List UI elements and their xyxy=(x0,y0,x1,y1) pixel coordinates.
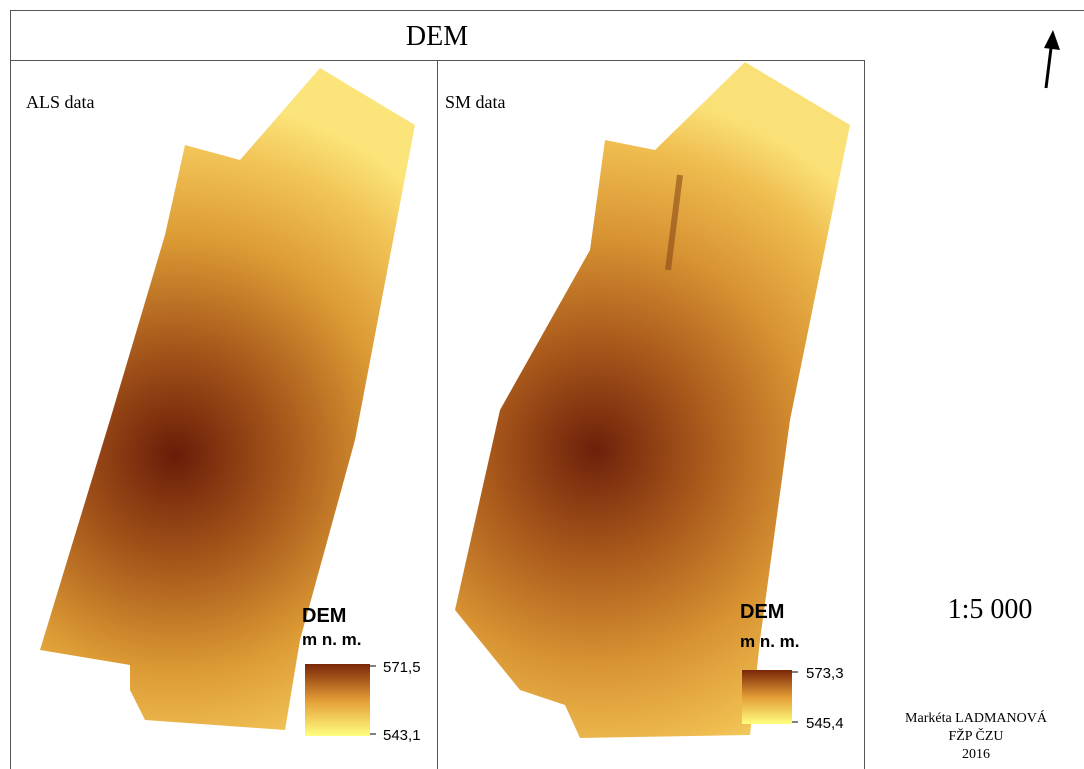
author: Markéta LADMANOVÁ xyxy=(905,709,1048,726)
map-layout: DEM ALS data SM data DEM m n. m. 571,5 5… xyxy=(0,0,1084,769)
legend-unit: m n. m. xyxy=(740,632,800,651)
page: DEM ALS data SM data DEM m n. m. 571,5 5… xyxy=(0,0,1084,769)
legend-max: 573,3 xyxy=(806,665,844,682)
legend-ramp xyxy=(305,664,370,736)
legend: DEM m n. m. 571,5 543,1 xyxy=(302,605,421,744)
legend-ramp xyxy=(742,670,792,724)
author: FŽP ČZU xyxy=(948,727,1003,744)
legend-max: 571,5 xyxy=(383,659,421,676)
title: DEM xyxy=(406,21,468,52)
legend-min: 545,4 xyxy=(806,715,844,732)
panel-label: ALS data xyxy=(26,92,94,112)
author: 2016 xyxy=(962,747,990,762)
north-arrow xyxy=(1044,30,1060,88)
legend-unit: m n. m. xyxy=(302,630,362,649)
scale: 1:5 000 xyxy=(948,594,1033,625)
legend-min: 543,1 xyxy=(383,727,421,744)
legend-title: DEM xyxy=(740,601,784,623)
panel-label: SM data xyxy=(445,92,506,112)
legend-title: DEM xyxy=(302,605,346,627)
